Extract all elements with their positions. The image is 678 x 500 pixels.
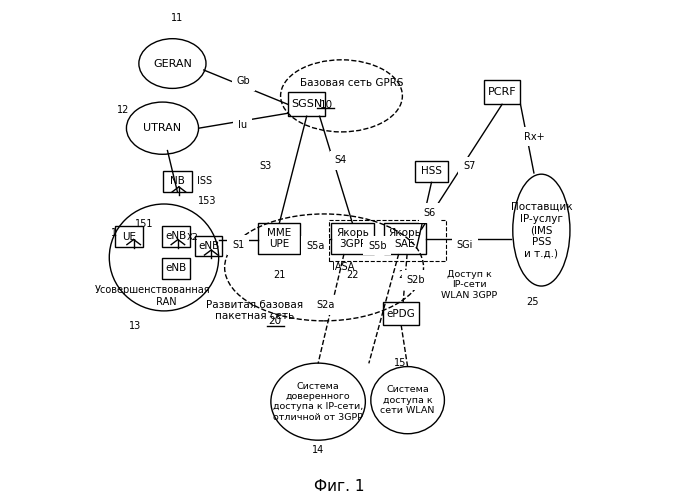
Text: 23: 23 [399,270,411,280]
Text: Якорь
3GPP: Якорь 3GPP [336,228,369,250]
Text: ePDG: ePDG [386,308,416,318]
Text: S5b: S5b [368,240,386,250]
Text: S1: S1 [232,240,244,250]
Text: eNB: eNB [165,231,186,241]
Text: 13: 13 [129,320,141,330]
Text: SGi: SGi [456,240,473,250]
Text: Фиг. 1: Фиг. 1 [314,478,364,494]
Text: eNB: eNB [198,241,220,251]
Text: Доступ к
IP-сети
WLAN 3GPP: Доступ к IP-сети WLAN 3GPP [441,270,498,300]
Text: ISS: ISS [197,176,212,186]
Text: 14: 14 [312,446,324,456]
Text: 11: 11 [172,14,184,24]
Text: PCRF: PCRF [487,87,517,97]
Text: MME
UPE: MME UPE [267,228,292,250]
Text: S2b: S2b [407,275,425,285]
Text: S3: S3 [260,162,272,172]
Text: Rx+: Rx+ [523,132,544,141]
Text: 1: 1 [111,228,117,238]
Text: GERAN: GERAN [153,58,192,68]
Text: 25: 25 [526,297,538,307]
Text: 151: 151 [135,218,153,228]
Text: UE: UE [122,232,136,241]
Text: NB: NB [170,176,185,186]
Text: S7: S7 [463,162,475,172]
Text: 20: 20 [268,316,281,326]
Text: Якорь
SAE: Якорь SAE [388,228,421,250]
Text: 153: 153 [198,196,216,206]
Text: 21: 21 [273,270,285,280]
Text: S6: S6 [423,208,436,218]
Text: UTRAN: UTRAN [144,123,182,133]
Text: S5a: S5a [306,240,324,250]
Text: eNB: eNB [165,264,186,274]
Text: Gb: Gb [237,76,250,86]
Text: 22: 22 [346,270,359,280]
Text: X2: X2 [186,232,198,241]
Text: Усовершенствованная
         RAN: Усовершенствованная RAN [95,285,210,306]
Text: Iu: Iu [238,120,247,130]
Text: Базовая сеть GPRS: Базовая сеть GPRS [300,78,403,88]
Text: 10: 10 [320,100,333,110]
Text: HSS: HSS [421,166,442,176]
Text: Система
доверенного
доступа к IP-сети,
отличной от 3GPP: Система доверенного доступа к IP-сети, о… [273,382,363,422]
Text: Поставщик
IP-услуг
(IMS
PSS
и т.д.): Поставщик IP-услуг (IMS PSS и т.д.) [511,202,572,258]
Text: S2a: S2a [316,300,334,310]
Text: 12: 12 [117,105,129,115]
Text: 15: 15 [393,358,406,368]
Text: Система
доступа к
сети WLAN: Система доступа к сети WLAN [380,386,435,415]
Text: Развитая базовая
пакетная сеть: Развитая базовая пакетная сеть [206,300,303,322]
Text: SGSN: SGSN [291,100,322,110]
Text: S4: S4 [335,156,347,166]
Text: IASA: IASA [332,262,354,272]
